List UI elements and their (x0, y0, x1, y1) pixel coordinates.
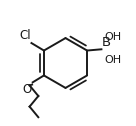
Text: OH: OH (105, 32, 122, 42)
Text: Cl: Cl (19, 29, 31, 42)
Text: B: B (102, 36, 111, 49)
Text: O: O (23, 83, 32, 96)
Text: OH: OH (105, 55, 122, 65)
